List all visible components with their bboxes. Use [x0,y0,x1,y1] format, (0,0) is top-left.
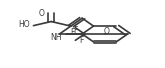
Text: F: F [71,28,75,37]
Text: F: F [73,26,78,35]
Text: O: O [38,9,44,18]
Text: O: O [104,27,109,36]
Text: NH: NH [50,33,62,42]
Text: HO: HO [19,20,30,29]
Text: F: F [80,36,84,45]
